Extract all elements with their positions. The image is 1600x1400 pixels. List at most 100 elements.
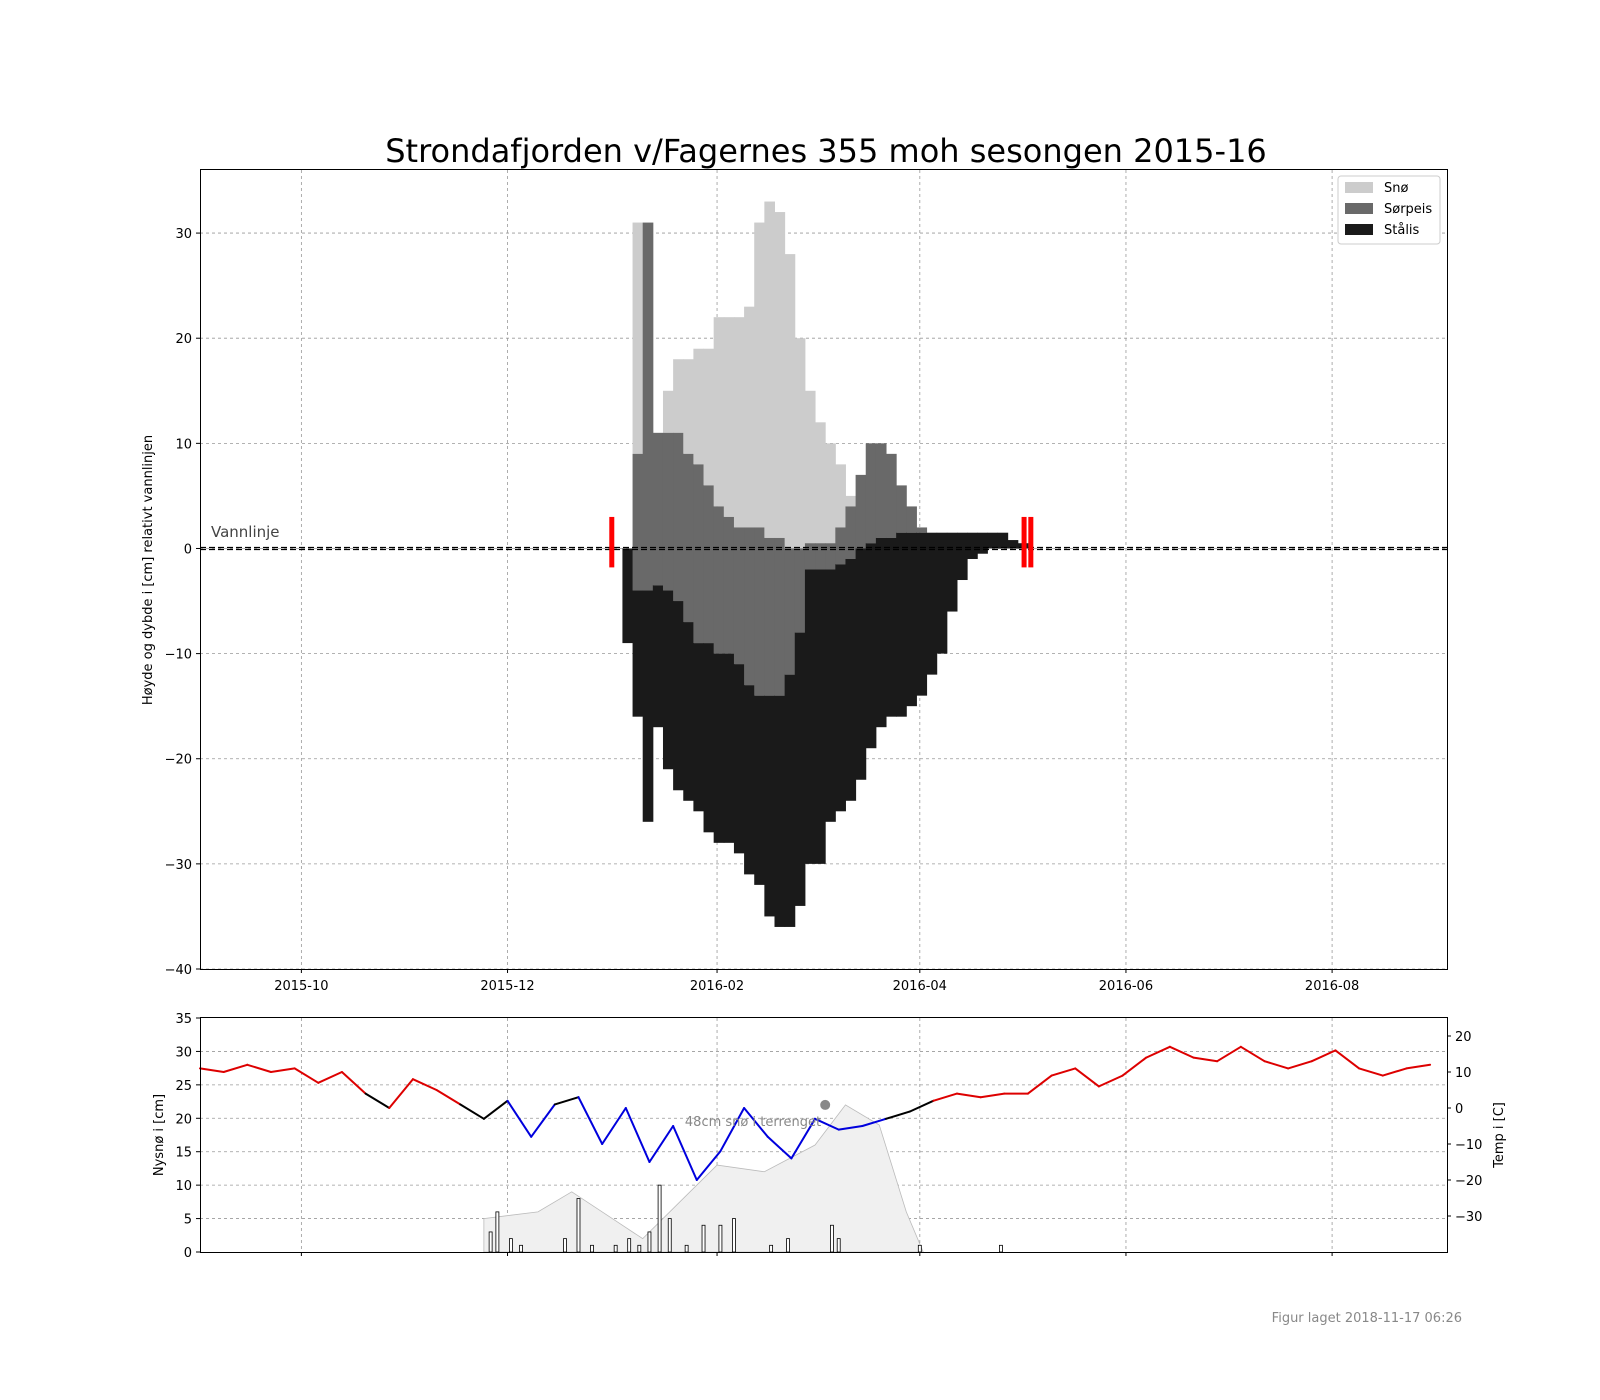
bar-sorpeis — [906, 506, 917, 533]
bar-sno — [703, 348, 715, 486]
bar-stalis — [946, 532, 958, 612]
temperature-segment — [553, 1096, 580, 1106]
new-snow-bar — [613, 1244, 618, 1253]
lower-y2tick-label: −10 — [1455, 1138, 1482, 1153]
bar-stalis — [926, 532, 938, 675]
new-snow-bar — [769, 1244, 774, 1253]
bar-sorpeis — [662, 432, 674, 591]
lower-plot-frame — [200, 1017, 1448, 1253]
new-snow-bar — [836, 1238, 841, 1253]
bar-sorpeis — [703, 485, 715, 644]
bar-stalis — [784, 674, 796, 927]
main-ytick-label: 0 — [184, 542, 192, 557]
bar-stalis — [764, 695, 775, 917]
temperature-segment — [364, 1092, 391, 1109]
lower-y2tick-label: 10 — [1455, 1066, 1472, 1081]
bar-stalis — [642, 590, 654, 822]
bar-sorpeis — [784, 548, 796, 675]
new-snow-bars — [488, 1184, 1003, 1253]
bar-stalis — [632, 590, 644, 717]
bar-sorpeis — [865, 443, 877, 544]
bar-sorpeis — [693, 464, 705, 644]
bar-sorpeis — [896, 485, 907, 533]
temperature-segment — [1050, 1067, 1077, 1077]
temperature-segment — [648, 1125, 675, 1163]
main-xtick-label: 2015-10 — [274, 979, 328, 994]
temperature-segment — [837, 1125, 864, 1131]
terrain-snow-path — [483, 1104, 924, 1253]
bar-stalis — [997, 532, 1009, 549]
new-snow-bar — [718, 1224, 723, 1253]
bar-stalis — [754, 695, 765, 885]
figure-timestamp: Figur laget 2018-11-17 06:26 — [1272, 1311, 1462, 1326]
main-ytick-label: 10 — [175, 437, 192, 452]
bar-stalis — [886, 537, 897, 717]
bar-sno — [815, 422, 826, 544]
new-snow-bar — [917, 1244, 922, 1253]
bar-stalis — [652, 585, 664, 728]
legend-swatch-stalis — [1345, 224, 1373, 235]
temperature-segment — [199, 1067, 225, 1073]
temperature-segment — [766, 1135, 793, 1160]
temperature-segment — [1216, 1045, 1242, 1063]
temperature-segment — [1334, 1049, 1361, 1070]
bar-sorpeis — [804, 543, 816, 570]
lower-ytick-label: 20 — [175, 1112, 192, 1127]
bar-stalis — [683, 622, 694, 801]
bar-sno — [845, 495, 857, 507]
new-snow-bar — [590, 1244, 594, 1253]
temperature-segment — [601, 1107, 627, 1145]
lower-y2tick-label: 20 — [1455, 1030, 1472, 1045]
legend-label-sorpeis: Sørpeis — [1384, 202, 1432, 217]
bar-sno — [693, 348, 705, 465]
temperature-segment — [814, 1117, 840, 1131]
temperature-segment — [317, 1071, 343, 1084]
bar-sno — [754, 222, 765, 528]
lower-ytick-label: 0 — [184, 1246, 192, 1261]
temperature-segment — [435, 1089, 462, 1106]
new-snow-bar — [576, 1198, 581, 1253]
bar-stalis — [1007, 540, 1019, 549]
temperature-segment — [1026, 1074, 1053, 1095]
main-xtick-label: 2016-04 — [893, 979, 947, 994]
temperature-segment — [1310, 1049, 1337, 1063]
main-ytick-label: 20 — [175, 332, 192, 347]
bar-sno — [825, 443, 836, 544]
bar-stalis — [815, 569, 826, 864]
bar-sorpeis — [825, 543, 836, 570]
temperature-segment — [743, 1107, 769, 1138]
bar-sorpeis — [886, 453, 897, 538]
bar-sorpeis — [754, 527, 765, 696]
temperature-segment — [269, 1067, 296, 1073]
ice-marker-break-up — [1028, 516, 1034, 568]
temperature-segment — [1358, 1067, 1384, 1077]
temperature-segment — [1381, 1067, 1408, 1077]
temperature-segment — [672, 1125, 698, 1181]
legend-label-sno: Snø — [1384, 181, 1408, 196]
bar-stalis — [825, 569, 836, 822]
bar-sno — [673, 359, 684, 433]
bar-sno — [713, 317, 725, 507]
bar-sorpeis — [723, 516, 735, 654]
temperature-segment — [861, 1117, 888, 1127]
bar-sno — [723, 317, 735, 517]
temperature-segment — [1097, 1074, 1124, 1088]
bar-stalis — [703, 643, 715, 833]
temperature-segment — [506, 1099, 533, 1138]
new-snow-bar — [627, 1238, 632, 1253]
bar-stalis — [774, 695, 786, 927]
bar-stalis — [835, 564, 846, 812]
lower-y2-axis-label: Temp i [C] — [1492, 1102, 1507, 1169]
new-snow-bar — [786, 1238, 790, 1253]
temperature-segment — [1168, 1045, 1195, 1059]
new-snow-bar — [999, 1244, 1003, 1253]
bar-sorpeis — [652, 432, 664, 586]
bar-sno — [733, 317, 745, 528]
temperature-segment — [955, 1092, 982, 1099]
bar-sorpeis — [855, 474, 867, 549]
bar-sorpeis — [632, 453, 644, 591]
bar-stalis — [733, 664, 745, 854]
temperature-segment — [695, 1150, 722, 1181]
waterline — [200, 546, 1447, 551]
lower-left-y-ticks: 0 5 10 15 20 25 30 35 — [175, 1012, 200, 1261]
